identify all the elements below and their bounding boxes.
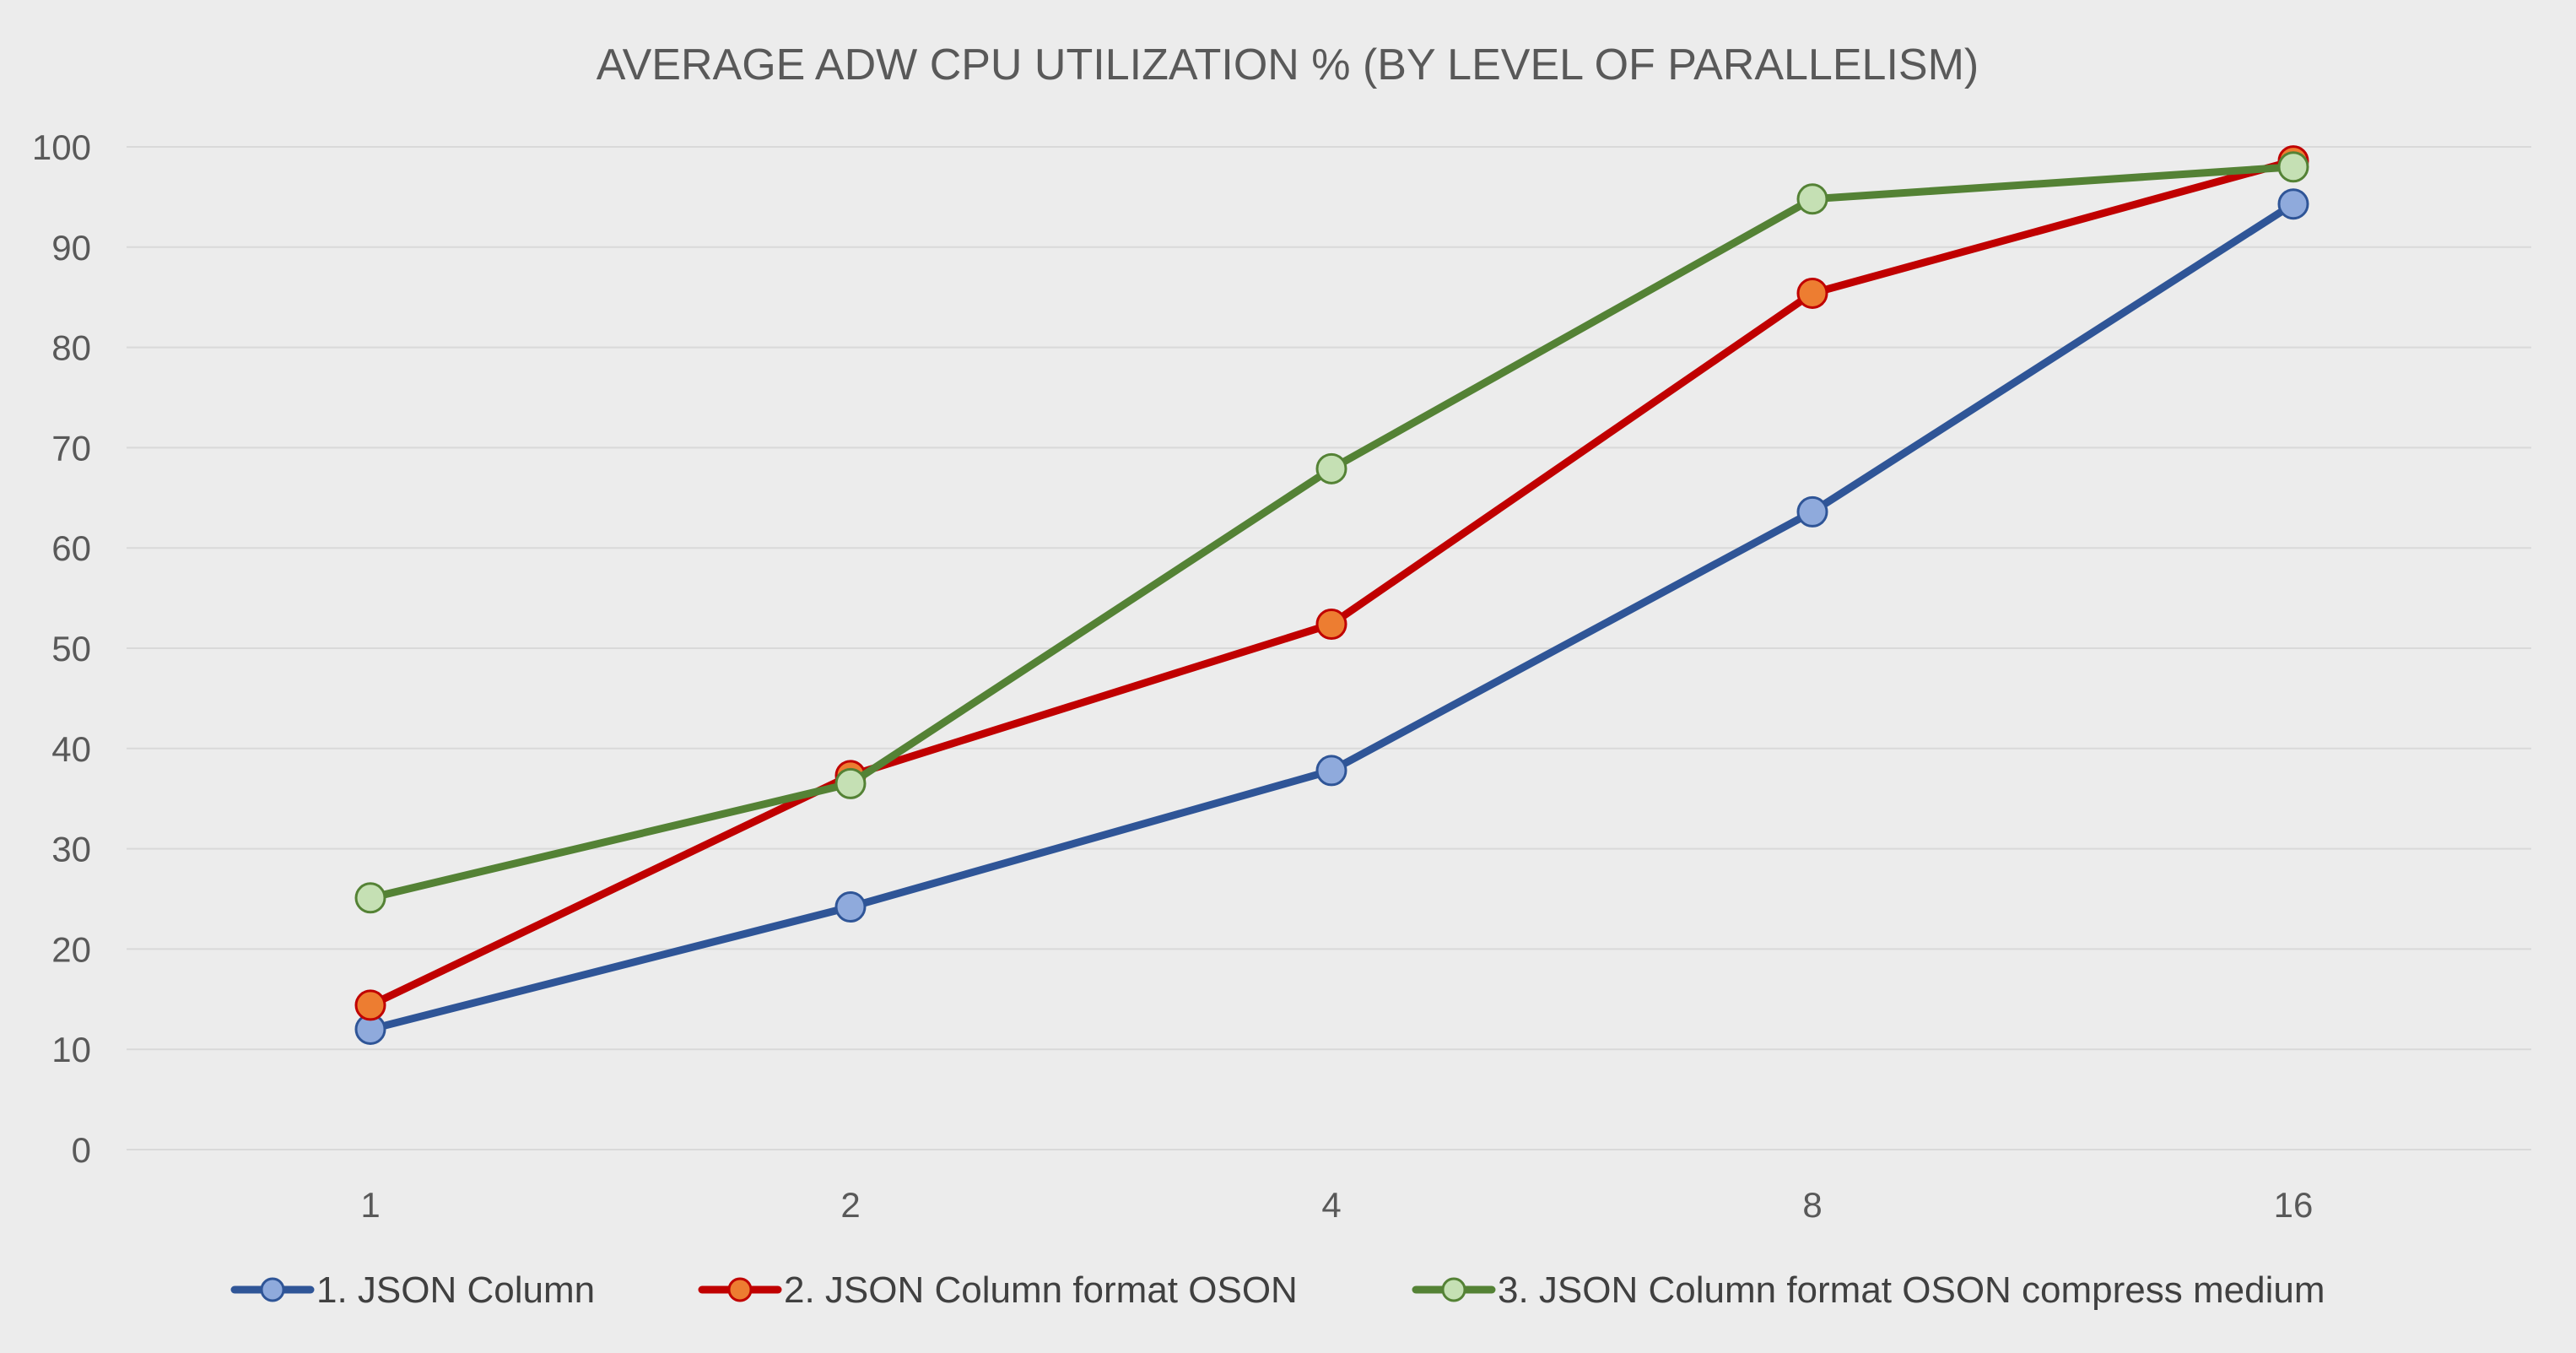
data-point <box>1315 452 1347 484</box>
y-tick-label: 50 <box>51 629 91 668</box>
x-tick-label: 8 <box>1802 1185 1822 1225</box>
data-point <box>2277 188 2309 220</box>
legend-marker-swatch <box>260 1277 285 1302</box>
y-tick-label: 30 <box>51 830 91 869</box>
legend-item-1: 1. JSON Column <box>230 1269 595 1311</box>
legend-label: 1. JSON Column <box>316 1269 595 1311</box>
chart-title: AVERAGE ADW CPU UTILIZATION % (BY LEVEL … <box>597 41 1979 89</box>
y-tick-label: 0 <box>72 1130 91 1170</box>
legend: 1. JSON Column 2. JSON Column format OSON… <box>230 1269 2325 1311</box>
data-point <box>1796 495 1828 528</box>
data-point <box>354 882 386 914</box>
series-3 <box>354 151 2309 914</box>
legend-marker-swatch <box>1441 1277 1466 1302</box>
series-2 <box>354 145 2309 1021</box>
data-point <box>834 767 867 799</box>
data-point <box>354 989 386 1021</box>
legend-item-2: 2. JSON Column format OSON <box>698 1269 1298 1311</box>
y-tick-label: 80 <box>51 328 91 368</box>
data-point <box>1796 277 1828 309</box>
x-tick-label: 16 <box>2274 1185 2314 1225</box>
data-point <box>1315 608 1347 640</box>
y-tick-label: 100 <box>32 127 91 167</box>
x-axis: 1 2 4 8 16 <box>360 1185 2313 1225</box>
series-line <box>366 163 2298 902</box>
legend-label: 3. JSON Column format OSON compress medi… <box>1498 1269 2325 1311</box>
data-point <box>1796 183 1828 215</box>
y-tick-label: 20 <box>51 929 91 969</box>
x-tick-label: 2 <box>840 1185 860 1225</box>
data-point <box>1315 755 1347 787</box>
y-tick-label: 90 <box>51 228 91 268</box>
gridlines <box>127 146 2531 1150</box>
y-tick-label: 60 <box>51 528 91 568</box>
legend-marker-swatch <box>727 1277 753 1302</box>
legend-item-3: 3. JSON Column format OSON compress medi… <box>1412 1269 2325 1311</box>
y-tick-label: 40 <box>51 729 91 769</box>
series-group <box>354 145 2309 1045</box>
series-1 <box>354 188 2309 1045</box>
data-point <box>834 891 867 923</box>
x-tick-label: 1 <box>360 1185 380 1225</box>
x-tick-label: 4 <box>1321 1185 1341 1225</box>
y-axis: 0 10 20 30 40 50 60 70 80 90 100 <box>32 127 91 1170</box>
legend-label: 2. JSON Column format OSON <box>784 1269 1298 1311</box>
series-line <box>366 157 2298 1009</box>
y-tick-label: 10 <box>51 1030 91 1069</box>
y-tick-label: 70 <box>51 428 91 468</box>
data-point <box>2277 151 2309 183</box>
